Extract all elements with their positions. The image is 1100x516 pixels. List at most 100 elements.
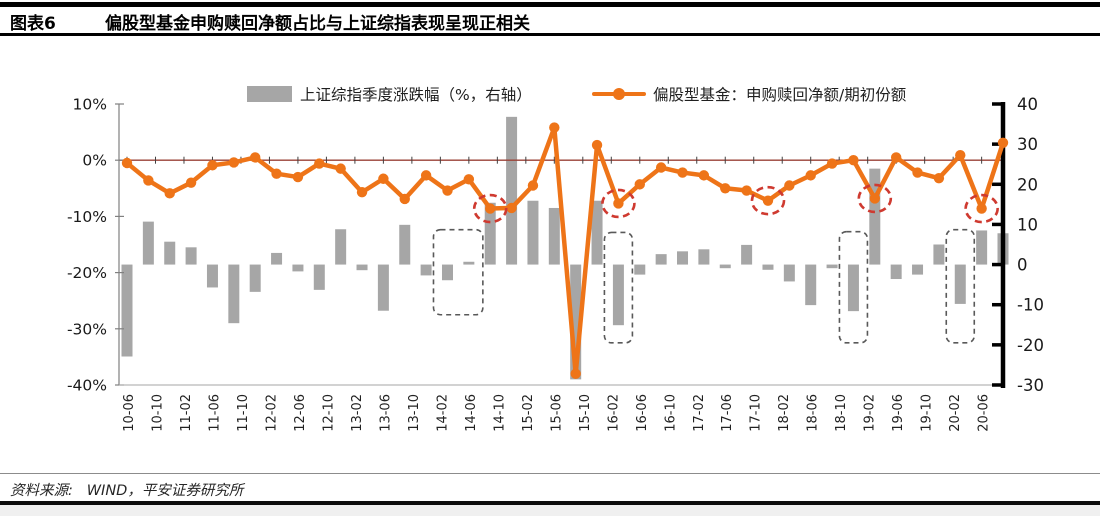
line-marker-15-03 <box>527 180 539 191</box>
highlight-circle-16-03 <box>601 188 636 219</box>
bar-17-09 <box>741 244 753 265</box>
bar-16-03 <box>612 264 624 326</box>
line-marker-13-06 <box>378 173 389 184</box>
bar-16-06 <box>634 264 646 275</box>
line-marker-20-03 <box>955 149 966 161</box>
line-marker-11-12 <box>249 152 261 163</box>
x-axis-label: 19-06 <box>891 394 906 432</box>
left-axis-label: 10% <box>73 96 107 114</box>
right-axis-label: -30 <box>1017 376 1044 395</box>
right-axis-label: 30 <box>1017 135 1038 154</box>
x-axis-label: 15-02 <box>521 394 536 432</box>
x-axis-label: 16-10 <box>663 394 678 432</box>
x-axis-label: 20-02 <box>948 394 963 432</box>
right-axis: 40 30 20 10 0 -10 -20 -30 <box>992 95 1044 395</box>
line-legend-swatch <box>592 86 646 102</box>
right-axis-label: 20 <box>1017 175 1038 194</box>
line-marker-12-03 <box>271 168 282 179</box>
bar-19-12 <box>933 244 945 265</box>
x-axis-label: 17-06 <box>720 394 735 432</box>
bar-15-12 <box>591 200 603 265</box>
left-axis-label: -10% <box>67 208 107 226</box>
highlight-boxes <box>432 228 976 344</box>
bar-11-09 <box>228 264 240 324</box>
line-marker-14-09 <box>485 203 496 214</box>
x-axis-label: 18-02 <box>777 394 792 432</box>
right-axis-label: -10 <box>1017 296 1044 315</box>
bar-16-09 <box>655 254 667 265</box>
header-top-rule <box>0 2 1100 7</box>
bar-15-09 <box>570 264 582 380</box>
x-axis-label: 17-10 <box>749 394 764 432</box>
bar-13-12 <box>420 264 432 276</box>
bar-13-06 <box>377 264 389 311</box>
bar-18-12 <box>847 264 859 312</box>
left-axis-label: 0% <box>82 152 107 170</box>
bar-19-06 <box>890 264 902 280</box>
bar-19-03 <box>869 168 881 265</box>
line-marker-15-09 <box>570 368 581 379</box>
highlight-box-16-03 <box>603 231 634 344</box>
figure-tag: 图表6 <box>10 14 56 34</box>
highlight-circle-17-12 <box>750 185 786 216</box>
highlight-circles <box>472 183 999 224</box>
bar-11-03 <box>185 247 197 265</box>
bar-18-09 <box>826 264 838 269</box>
line-marker-16-09 <box>655 162 667 173</box>
x-axis-label: 12-10 <box>321 394 336 432</box>
bar-15-03 <box>527 200 539 265</box>
line-marker-14-06 <box>463 174 475 185</box>
line-marker-19-03 <box>869 193 881 204</box>
bar-17-12 <box>762 264 774 270</box>
x-axis-label: 18-06 <box>806 394 821 432</box>
bar-20-03 <box>954 264 966 304</box>
x-axis-label: 12-06 <box>293 394 308 432</box>
x-axis-label: 14-06 <box>464 394 479 432</box>
line-marker-11-09 <box>228 157 240 168</box>
x-axis-label: 12-02 <box>264 394 279 432</box>
line-marker-19-09 <box>912 167 923 178</box>
x-axis-label: 16-06 <box>635 394 650 432</box>
bar-legend-label: 上证综指季度涨跌幅（%，右轴） <box>300 86 532 104</box>
right-axis-label: 40 <box>1017 95 1038 114</box>
line-marker-16-12 <box>677 167 688 178</box>
line-marker-15-06 <box>549 122 560 133</box>
line-marker-14-12 <box>506 202 517 214</box>
legend-item-fund-flow: 偏股型基金：申购赎回净额/期初份额 <box>592 84 906 104</box>
line-marker-20-06 <box>976 203 987 214</box>
left-axis-label: -30% <box>67 320 107 338</box>
bar-13-03 <box>356 264 368 271</box>
right-axis-label: 10 <box>1017 215 1038 234</box>
x-axis-label: 13-02 <box>350 394 365 432</box>
x-axis-label: 19-10 <box>920 394 935 432</box>
bars-series <box>121 116 1009 380</box>
bar-14-09 <box>484 202 496 265</box>
line-marker-12-06 <box>292 171 304 183</box>
bar-18-06 <box>805 264 817 306</box>
line-marker-15-12 <box>591 139 603 151</box>
line-marker-13-09 <box>399 193 410 205</box>
x-axis-label: 10-10 <box>150 394 165 432</box>
bar-17-06 <box>719 264 731 269</box>
line-marker-17-06 <box>720 183 731 194</box>
left-axis-label: -40% <box>67 377 107 395</box>
line-marker-14-03 <box>442 185 453 196</box>
bar-10-06 <box>121 264 133 357</box>
bar-13-09 <box>399 224 411 265</box>
bar-12-12 <box>335 229 347 265</box>
footer-bottom-rule <box>0 501 1100 505</box>
x-axis-label: 11-02 <box>179 394 194 432</box>
x-axis-label: 17-02 <box>692 394 707 432</box>
line-marker-13-12 <box>420 170 432 181</box>
bar-12-09 <box>313 264 325 290</box>
bar-legend-swatch <box>247 86 292 102</box>
line-legend-label: 偏股型基金：申购赎回净额/期初份额 <box>653 86 907 104</box>
left-axis: 10% 0% -10% -20% -30% -40% <box>67 96 124 395</box>
line-marker-13-03 <box>356 187 368 198</box>
line-marker-17-03 <box>698 170 710 181</box>
bar-16-12 <box>677 251 689 265</box>
bar-12-06 <box>292 264 304 272</box>
bar-10-09 <box>142 221 154 265</box>
